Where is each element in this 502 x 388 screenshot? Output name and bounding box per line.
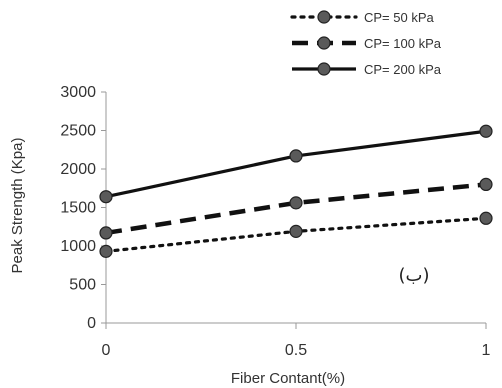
legend-entry: CP= 50 kPa bbox=[290, 10, 435, 25]
data-point bbox=[479, 124, 493, 138]
legend-entry: CP= 100 kPa bbox=[292, 36, 442, 51]
series-2 bbox=[99, 177, 493, 240]
legend-label: CP= 100 kPa bbox=[364, 36, 442, 51]
x-tick-label: 0 bbox=[102, 342, 111, 359]
legend-swatch-marker bbox=[317, 10, 331, 24]
y-tick-label: 2500 bbox=[60, 123, 96, 140]
data-point bbox=[289, 149, 303, 163]
y-tick-label: 1500 bbox=[60, 200, 96, 217]
series-line bbox=[105, 182, 487, 236]
y-tick-label: 3000 bbox=[60, 84, 96, 101]
legend-label: CP= 200 kPa bbox=[364, 62, 442, 77]
data-point bbox=[479, 211, 493, 225]
data-point bbox=[99, 244, 113, 258]
legend: CP= 50 kPa CP= 100 kPa CP= 200 kPa bbox=[290, 10, 442, 77]
legend-entry: CP= 200 kPa bbox=[292, 62, 442, 77]
data-point bbox=[99, 190, 113, 204]
data-point bbox=[479, 177, 493, 191]
y-tick-label: 500 bbox=[69, 277, 96, 294]
x-axis-title: Fiber Contant(%) bbox=[231, 370, 345, 387]
x-tick-label: 0.5 bbox=[285, 342, 307, 359]
series-line bbox=[105, 129, 487, 199]
series-layer bbox=[99, 124, 493, 258]
legend-label: CP= 50 kPa bbox=[364, 10, 435, 25]
legend-swatch-marker bbox=[317, 62, 331, 76]
data-point bbox=[99, 226, 113, 240]
series-3 bbox=[99, 124, 493, 204]
y-tick-label: 1000 bbox=[60, 238, 96, 255]
series-1 bbox=[99, 211, 493, 258]
x-tick-label: 1 bbox=[482, 342, 491, 359]
y-tick-label: 0 bbox=[87, 315, 96, 332]
y-axis: 0 500 1000 1500 2000 2500 3000 bbox=[60, 84, 107, 332]
chart-annotation: (ب) bbox=[398, 265, 429, 286]
legend-swatch-marker bbox=[317, 36, 331, 50]
data-point bbox=[289, 224, 303, 238]
data-point bbox=[289, 196, 303, 210]
y-tick-label: 2000 bbox=[60, 161, 96, 178]
x-axis: 0 0.5 1 bbox=[102, 322, 491, 359]
y-axis-title: Peak Strength (Kpa) bbox=[9, 138, 26, 274]
